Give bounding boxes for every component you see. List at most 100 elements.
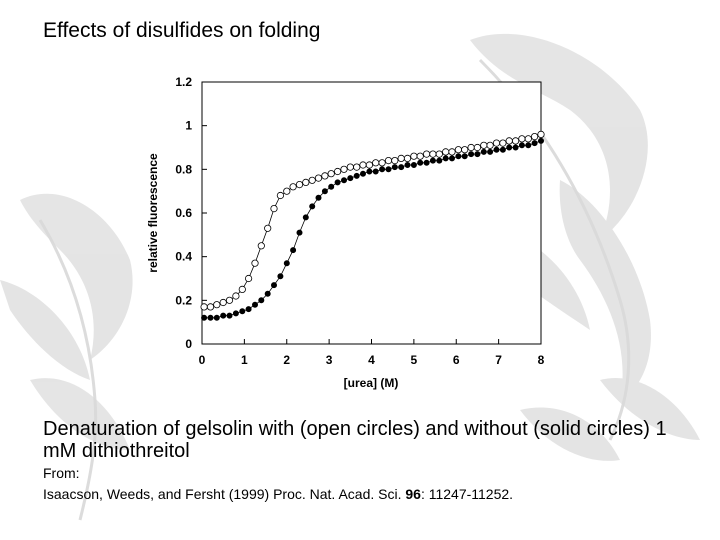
open-circle-point — [264, 224, 272, 232]
solid-circle-point — [480, 148, 487, 155]
solid-circle-point — [493, 146, 500, 153]
open-circle-point — [372, 159, 380, 167]
x-tick-label: 2 — [283, 353, 290, 367]
open-circle-point — [435, 150, 443, 158]
y-tick-label: 0.8 — [175, 162, 192, 176]
solid-circle-point — [290, 247, 297, 254]
solid-circle-point — [499, 146, 506, 153]
open-circle-point — [206, 303, 215, 311]
open-circle-point — [276, 191, 284, 200]
open-circle-point — [333, 167, 342, 176]
open-circle-point — [505, 137, 513, 145]
open-circle-point — [327, 170, 335, 178]
solid-circle-point — [429, 157, 436, 164]
solid-circle-point — [226, 312, 233, 319]
x-tick-label: 5 — [411, 353, 418, 367]
solid-circle-point — [410, 161, 417, 168]
x-tick-label: 3 — [326, 353, 333, 367]
open-circle-point — [422, 150, 431, 158]
solid-circle-point — [264, 290, 271, 297]
open-circle-point — [213, 301, 221, 309]
solid-circle-point — [448, 155, 455, 162]
open-circle-point — [365, 161, 373, 169]
y-tick-label: 0.2 — [175, 293, 192, 307]
open-circle-point — [232, 292, 240, 300]
solid-circle-point — [309, 203, 316, 210]
open-circle-point — [403, 154, 412, 162]
open-circle-point — [289, 183, 297, 191]
solid-circle-point — [277, 273, 284, 280]
open-circle-point — [200, 303, 208, 311]
solid-circle-point — [417, 159, 424, 166]
solid-circle-point — [423, 159, 430, 166]
solid-circle-point — [391, 164, 398, 171]
solid-circle-point — [512, 144, 519, 151]
open-circle-point — [442, 148, 450, 156]
open-circle-point — [270, 205, 278, 213]
solid-circle-point — [379, 166, 386, 173]
x-tick-label: 6 — [453, 353, 460, 367]
open-circle-point — [314, 174, 323, 182]
open-circle-point — [245, 274, 253, 283]
open-circle-point — [308, 176, 316, 184]
open-circle-point — [499, 139, 507, 147]
citation-volume: 96 — [405, 486, 421, 502]
open-circle-point — [511, 137, 520, 145]
open-circle-point — [492, 139, 501, 147]
solid-circle-point — [461, 153, 468, 160]
open-circle-point — [518, 135, 526, 143]
open-circle-point — [283, 187, 291, 195]
x-tick-label: 1 — [241, 353, 248, 367]
solid-circle-point — [207, 314, 214, 321]
y-tick-label: 1 — [185, 119, 192, 133]
solid-circle-point — [398, 164, 405, 171]
x-axis-label: [urea] (M) — [344, 376, 399, 390]
open-circle-point — [340, 165, 348, 173]
solid-circle-point — [525, 142, 532, 149]
open-circle-point — [359, 161, 367, 169]
open-circle-point — [416, 152, 424, 160]
solid-circle-point — [302, 214, 309, 221]
y-axis-ticks: 0 0.2 0.4 0.6 0.8 1 1.2 — [175, 75, 207, 351]
open-circle-point — [480, 141, 488, 149]
solid-circle-point — [531, 140, 538, 147]
open-circle-point — [524, 135, 532, 143]
data-points — [200, 130, 545, 321]
solid-circle-point — [251, 301, 258, 308]
citation-prefix: Isaacson, Weeds, and Fersht (1999) Proc.… — [43, 486, 406, 502]
citation: Isaacson, Weeds, and Fersht (1999) Proc.… — [43, 486, 513, 502]
slide-title: Effects of disulfides on folding — [43, 19, 321, 42]
solid-circle-point — [328, 183, 335, 190]
open-circle-point — [378, 159, 386, 167]
solid-circle-point — [487, 148, 494, 155]
open-circle-point — [384, 157, 393, 165]
solid-circle-point — [518, 142, 525, 149]
solid-circle-point — [334, 179, 341, 186]
solid-circle-point — [442, 155, 449, 162]
open-circle-point — [251, 259, 259, 267]
x-tick-label: 8 — [538, 353, 545, 367]
solid-circle-point — [538, 137, 545, 144]
open-circle-point — [257, 242, 265, 250]
solid-circle-point — [245, 306, 252, 313]
open-circle-point — [225, 296, 234, 304]
open-circle-point — [537, 130, 545, 138]
open-circle-point — [219, 298, 227, 307]
solid-circle-point — [436, 157, 443, 164]
y-axis-label: relative fluorescence — [146, 153, 160, 273]
y-tick-label: 0.4 — [175, 250, 192, 264]
open-circle-point — [302, 178, 310, 186]
solid-circle-point — [213, 314, 220, 321]
y-tick-label: 1.2 — [175, 75, 192, 89]
solid-circle-point — [372, 168, 379, 175]
solid-circle-point — [468, 151, 475, 158]
open-circle-point — [448, 148, 456, 156]
solid-circle-point — [283, 260, 290, 267]
open-circle-point — [346, 163, 354, 171]
open-circle-point — [410, 152, 418, 160]
open-circle-point — [461, 146, 469, 154]
open-circle-point — [391, 157, 399, 165]
x-tick-label: 0 — [199, 353, 206, 367]
